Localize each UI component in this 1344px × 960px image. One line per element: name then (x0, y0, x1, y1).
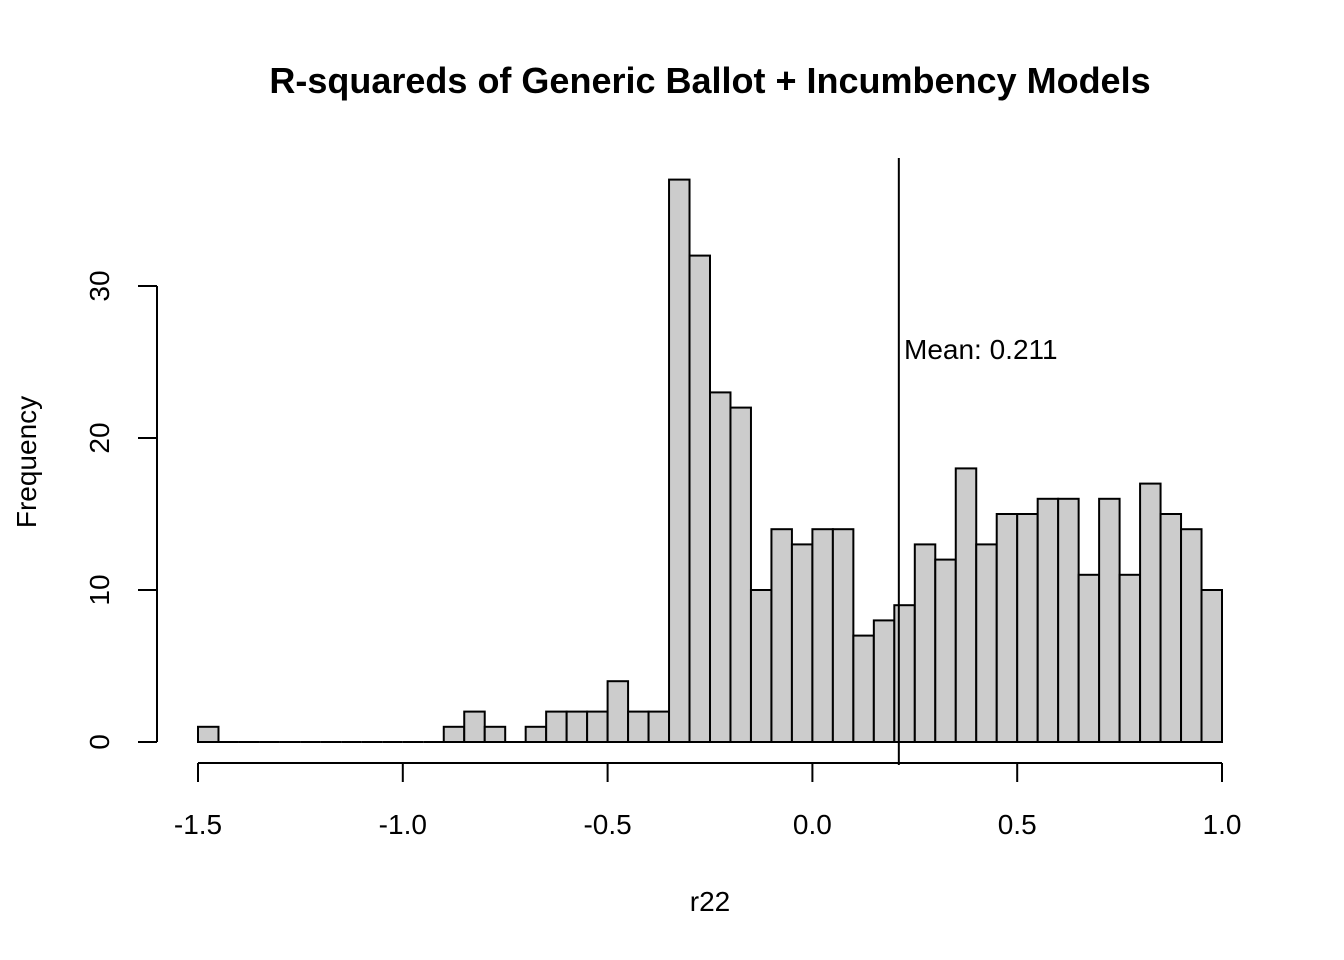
x-axis-label: r22 (690, 886, 730, 917)
x-axis: -1.5 -1.0 -0.5 0.0 0.5 1.0 (174, 763, 1242, 840)
y-tick-label: 10 (84, 574, 115, 605)
histogram-bar (628, 712, 648, 742)
y-tick-label: 20 (84, 422, 115, 453)
histogram-bar (710, 392, 730, 742)
histogram-bar (587, 712, 607, 742)
histogram-bar (464, 712, 484, 742)
histogram-bar (1181, 529, 1201, 742)
x-tick-label: -0.5 (583, 809, 631, 840)
chart-title: R-squareds of Generic Ballot + Incumbenc… (269, 60, 1150, 101)
y-axis-label: Frequency (11, 396, 42, 528)
histogram-bar (649, 712, 669, 742)
histogram-bar (956, 468, 976, 742)
y-tick-label: 0 (84, 734, 115, 750)
histogram-bar (1058, 499, 1078, 742)
histogram-bar (853, 636, 873, 742)
y-tick-label: 30 (84, 270, 115, 301)
x-tick-label: 1.0 (1203, 809, 1242, 840)
histogram-bar (1161, 514, 1181, 742)
x-tick-label: -1.0 (379, 809, 427, 840)
histogram-bar (771, 529, 791, 742)
histogram-bar (874, 620, 894, 742)
histogram-bars (198, 180, 1222, 742)
x-tick-label: -1.5 (174, 809, 222, 840)
histogram-bar (976, 544, 996, 742)
histogram-bar (935, 560, 955, 742)
histogram-bar (1038, 499, 1058, 742)
histogram-bar (1017, 514, 1037, 742)
histogram-bar (997, 514, 1017, 742)
x-tick-label: 0.0 (793, 809, 832, 840)
histogram-bar (812, 529, 832, 742)
histogram-bar (669, 180, 689, 742)
histogram-bar (198, 727, 218, 742)
mean-annotation: Mean: 0.211 (904, 334, 1058, 365)
histogram-bar (546, 712, 566, 742)
histogram-bar (915, 544, 935, 742)
histogram-bar (751, 590, 771, 742)
histogram-bar (1079, 575, 1099, 742)
x-tick-label: 0.5 (998, 809, 1037, 840)
histogram-bar (526, 727, 546, 742)
histogram-bar (730, 408, 750, 742)
histogram-bar (1140, 484, 1160, 742)
y-axis: 0 10 20 30 (84, 270, 157, 749)
histogram-bar (485, 727, 505, 742)
histogram-bar (1202, 590, 1222, 742)
histogram-bar (894, 605, 914, 742)
histogram-bar (608, 681, 628, 742)
histogram-bar (690, 256, 710, 742)
histogram-bar (833, 529, 853, 742)
histogram-bar (1099, 499, 1119, 742)
histogram-bar (444, 727, 464, 742)
histogram-bar (1120, 575, 1140, 742)
histogram-bar (567, 712, 587, 742)
histogram-bar (792, 544, 812, 742)
